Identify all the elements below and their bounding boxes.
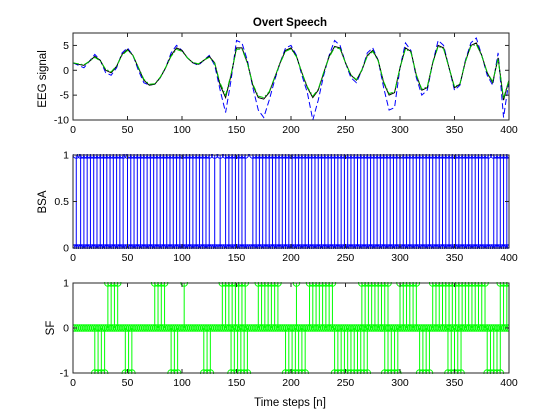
x-tick-label: 300 [391, 252, 409, 264]
x-tick-label: 250 [337, 124, 355, 136]
x-tick-label: 400 [500, 377, 518, 389]
x-tick-label: 100 [173, 124, 191, 136]
y-axis-label-eeg: EEG signal [37, 50, 49, 108]
x-tick-label: 0 [70, 252, 76, 264]
x-tick-label: 400 [500, 252, 518, 264]
series-line-0 [73, 37, 509, 121]
x-tick-label: 0 [70, 124, 76, 136]
y-tick-label: -1 [60, 368, 69, 380]
subplot-sf: SF Time steps [n] 0 50 100 150 200 250 300 350 4… [45, 278, 518, 410]
x-tick-label: 300 [391, 124, 409, 136]
y-tick-label: 1 [63, 278, 69, 290]
x-tick-label: 50 [122, 377, 134, 389]
y-tick-label: 0 [63, 65, 69, 77]
x-axis-label: Time steps [n] [254, 397, 326, 409]
x-tick-label: 200 [282, 377, 300, 389]
y-tick-label: -10 [54, 115, 69, 127]
y-tick-label: -5 [60, 90, 69, 102]
x-tick-label: 150 [228, 252, 246, 264]
y-tick-label: 0 [63, 243, 69, 255]
x-tick-label: 300 [391, 377, 409, 389]
subplot-eeg-signal: Overt Speech EEG signal 0 50 100 150 200 250 3… [37, 17, 518, 136]
y-tick-label: 5 [63, 40, 69, 52]
x-tick-label: 100 [173, 377, 191, 389]
x-tick-label: 0 [70, 377, 76, 389]
x-tick-label: 200 [282, 252, 300, 264]
x-tick-label: 50 [122, 252, 134, 264]
x-tick-label: 250 [337, 377, 355, 389]
y-tick-label: 1 [63, 150, 69, 162]
x-tick-label: 250 [337, 252, 355, 264]
series-line-2 [73, 43, 509, 99]
x-tick-label: 150 [228, 124, 246, 136]
x-tick-label: 50 [122, 124, 134, 136]
y-tick-label: 0 [63, 323, 69, 335]
y-axis-label-bsa: BSA [37, 190, 49, 213]
plot-data-0 [73, 37, 509, 121]
x-tick-label: 200 [282, 124, 300, 136]
x-tick-label: 100 [173, 252, 191, 264]
y-axis-label-sf: SF [45, 321, 57, 336]
y-tick-label: 0.5 [54, 196, 69, 208]
chart-title: Overt Speech [253, 17, 327, 29]
x-tick-label: 350 [446, 377, 464, 389]
x-tick-label: 350 [446, 252, 464, 264]
x-tick-label: 350 [446, 124, 464, 136]
subplot-bsa: BSA 0 50 100 150 200 250 300 350 400 0 0.5 1 [37, 150, 518, 265]
x-tick-label: 150 [228, 377, 246, 389]
x-tick-label: 400 [500, 124, 518, 136]
